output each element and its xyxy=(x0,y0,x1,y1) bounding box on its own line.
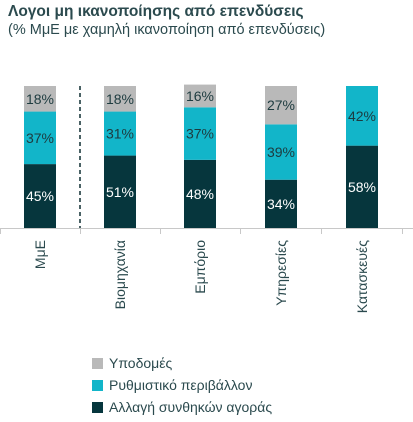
bar-industry-market-change xyxy=(104,155,136,228)
category-label-services: Υπηρεσίες xyxy=(273,240,289,306)
bar-construction-regulatory xyxy=(346,86,378,146)
data-label-mme-infrastructure: 18% xyxy=(26,91,54,107)
bar-commerce-market-change xyxy=(184,159,216,228)
category-label-mme: ΜμΕ xyxy=(32,240,48,269)
legend-swatch-market-change xyxy=(92,401,103,413)
bar-services-regulatory xyxy=(265,124,297,180)
legend-swatch-regulatory xyxy=(92,379,103,391)
chart-title: Λογοι μη ικανοποίησης από επενδύσεις xyxy=(8,3,304,20)
data-label-industry-infrastructure: 18% xyxy=(106,91,134,107)
category-label-commerce: Εμπόριο xyxy=(192,240,208,294)
bar-industry-infrastructure xyxy=(104,86,136,112)
data-label-services-market-change: 34% xyxy=(267,196,295,212)
legend-label-market-change: Αλλαγή συνθηκών αγοράς xyxy=(109,399,273,415)
category-label-construction: Κατασκευές xyxy=(354,240,370,313)
bar-industry-regulatory xyxy=(104,111,136,156)
data-label-mme-market-change: 45% xyxy=(26,188,54,204)
bar-mme-regulatory xyxy=(24,111,56,165)
legend-label-regulatory: Ρυθμιστικό περιβάλλον xyxy=(109,377,253,393)
stacked-bar-chart: 45% 37% 18% ΜμΕ 51% 31% 18% Βιομηχανία 48% 37% 16%… xyxy=(0,84,413,313)
category-label-industry: Βιομηχανία xyxy=(112,240,128,309)
data-label-construction-market-change: 58% xyxy=(348,179,376,195)
data-label-commerce-market-change: 48% xyxy=(186,186,214,202)
legend-item-regulatory: Ρυθμιστικό περιβάλλον xyxy=(92,374,272,396)
chart-legend: Υποδομές Ρυθμιστικό περιβάλλον Αλλαγή συ… xyxy=(92,352,272,418)
legend-swatch-infrastructure xyxy=(92,357,103,369)
legend-label-infrastructure: Υποδομές xyxy=(109,355,173,371)
data-label-mme-regulatory: 37% xyxy=(26,130,54,146)
data-label-commerce-regulatory: 37% xyxy=(186,126,214,142)
data-label-services-regulatory: 39% xyxy=(267,144,295,160)
data-label-industry-regulatory: 31% xyxy=(106,126,134,142)
bar-mme-market-change xyxy=(24,164,56,228)
legend-item-infrastructure: Υποδομές xyxy=(92,352,272,374)
data-label-industry-market-change: 51% xyxy=(106,184,134,200)
bar-services-infrastructure xyxy=(265,86,297,125)
chart-subtitle: (% ΜμΕ με χαμηλή ικανοποίηση από επενδύσ… xyxy=(8,22,326,38)
bar-construction-market-change xyxy=(346,145,378,228)
data-label-services-infrastructure: 27% xyxy=(267,97,295,113)
legend-item-market-change: Αλλαγή συνθηκών αγοράς xyxy=(92,396,272,418)
bar-services-market-change xyxy=(265,179,297,228)
bar-commerce-infrastructure xyxy=(184,84,216,108)
bar-mme-infrastructure xyxy=(24,86,56,112)
bar-commerce-regulatory xyxy=(184,107,216,160)
data-label-commerce-infrastructure: 16% xyxy=(186,88,214,104)
data-label-construction-regulatory: 42% xyxy=(348,108,376,124)
